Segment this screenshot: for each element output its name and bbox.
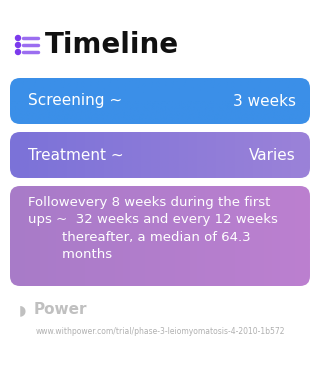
Circle shape	[15, 42, 20, 47]
Circle shape	[15, 49, 20, 54]
FancyBboxPatch shape	[10, 132, 310, 178]
Text: www.withpower.com/trial/phase-3-leiomyomatosis-4-2010-1b572: www.withpower.com/trial/phase-3-leiomyom…	[35, 327, 285, 337]
Text: Timeline: Timeline	[45, 31, 179, 59]
FancyBboxPatch shape	[10, 186, 310, 286]
Text: Followevery 8 weeks during the first
ups ~  32 weeks and every 12 weeks
        : Followevery 8 weeks during the first ups…	[28, 196, 278, 261]
Text: ◗: ◗	[18, 303, 26, 317]
FancyBboxPatch shape	[10, 78, 310, 124]
Text: 3 weeks: 3 weeks	[233, 93, 296, 108]
Circle shape	[15, 36, 20, 41]
Text: Varies: Varies	[249, 147, 296, 163]
Text: Screening ~: Screening ~	[28, 93, 122, 108]
Text: Power: Power	[34, 303, 87, 318]
Text: Treatment ~: Treatment ~	[28, 147, 124, 163]
